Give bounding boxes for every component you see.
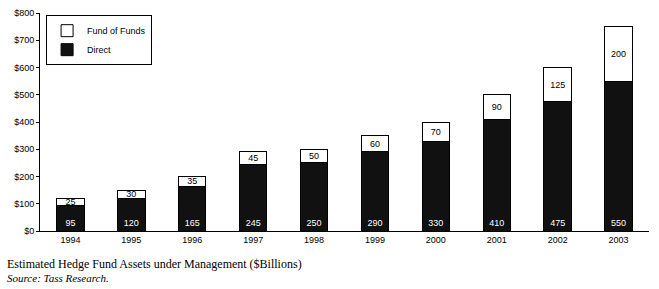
svg-text:200: 200 bbox=[611, 49, 626, 59]
svg-text:45: 45 bbox=[248, 153, 258, 163]
svg-text:$500: $500 bbox=[14, 90, 34, 100]
svg-text:165: 165 bbox=[185, 218, 200, 228]
svg-text:250: 250 bbox=[307, 218, 322, 228]
svg-text:2003: 2003 bbox=[609, 235, 629, 245]
svg-text:1994: 1994 bbox=[60, 235, 80, 245]
svg-text:2000: 2000 bbox=[426, 235, 446, 245]
svg-text:Direct: Direct bbox=[87, 45, 111, 55]
svg-text:125: 125 bbox=[550, 80, 565, 90]
svg-text:$100: $100 bbox=[14, 199, 34, 209]
svg-text:25: 25 bbox=[65, 197, 75, 207]
svg-text:550: 550 bbox=[611, 218, 626, 228]
svg-text:$700: $700 bbox=[14, 35, 34, 45]
svg-text:$800: $800 bbox=[14, 8, 34, 18]
svg-text:120: 120 bbox=[124, 218, 139, 228]
svg-text:90: 90 bbox=[492, 102, 502, 112]
svg-text:$300: $300 bbox=[14, 144, 34, 154]
svg-text:475: 475 bbox=[550, 218, 565, 228]
svg-text:60: 60 bbox=[370, 139, 380, 149]
svg-text:Fund of Funds: Fund of Funds bbox=[87, 26, 146, 36]
svg-text:30: 30 bbox=[126, 189, 136, 199]
svg-text:410: 410 bbox=[489, 218, 504, 228]
svg-text:1997: 1997 bbox=[243, 235, 263, 245]
svg-text:1995: 1995 bbox=[121, 235, 141, 245]
svg-text:$400: $400 bbox=[14, 117, 34, 127]
svg-text:$0: $0 bbox=[24, 226, 34, 236]
svg-text:70: 70 bbox=[431, 127, 441, 137]
svg-text:1996: 1996 bbox=[182, 235, 202, 245]
svg-text:2002: 2002 bbox=[548, 235, 568, 245]
svg-text:330: 330 bbox=[428, 218, 443, 228]
svg-text:1998: 1998 bbox=[304, 235, 324, 245]
svg-text:50: 50 bbox=[309, 151, 319, 161]
svg-text:$200: $200 bbox=[14, 172, 34, 182]
svg-text:245: 245 bbox=[246, 218, 261, 228]
svg-text:2001: 2001 bbox=[487, 235, 507, 245]
svg-text:$600: $600 bbox=[14, 63, 34, 73]
svg-text:Estimated Hedge Fund Assets un: Estimated Hedge Fund Assets under Manage… bbox=[7, 257, 302, 271]
svg-text:1999: 1999 bbox=[365, 235, 385, 245]
svg-text:290: 290 bbox=[367, 218, 382, 228]
svg-text:95: 95 bbox=[65, 218, 75, 228]
svg-text:Source: Tass Research.: Source: Tass Research. bbox=[7, 272, 109, 284]
svg-text:35: 35 bbox=[187, 176, 197, 186]
